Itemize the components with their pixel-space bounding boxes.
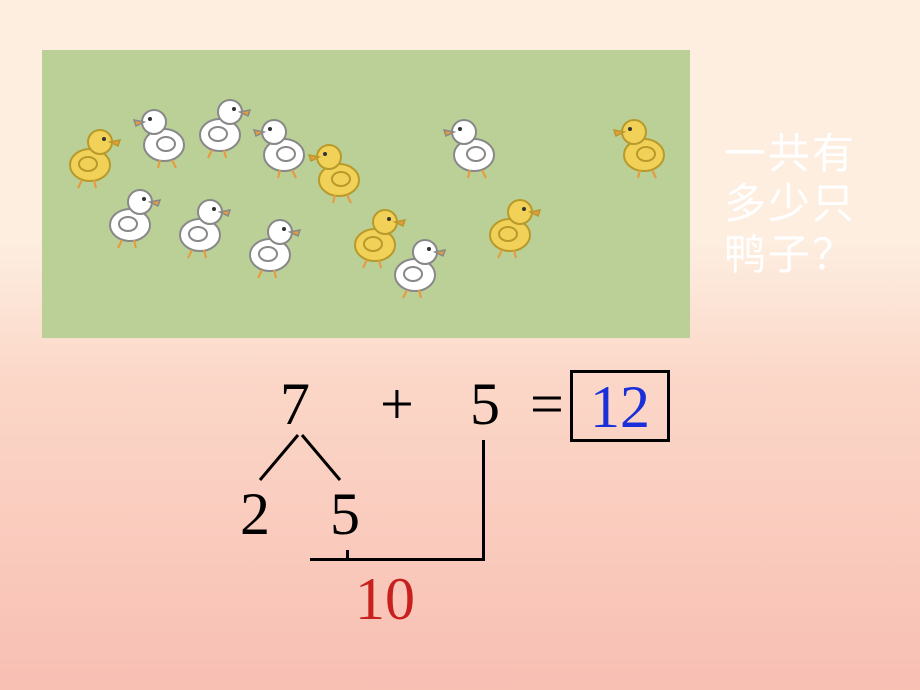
result: 12 — [590, 374, 650, 440]
split-right: 5 — [330, 480, 360, 549]
bracket-right-vert — [482, 440, 485, 560]
white-duck-icon — [387, 230, 447, 300]
operand-1: 7 — [280, 370, 310, 439]
operand-2: 5 — [470, 370, 500, 439]
yellow-duck-icon — [612, 110, 672, 180]
make-ten: 10 — [355, 565, 415, 634]
yellow-duck-icon — [307, 135, 367, 205]
duck-illustration — [42, 50, 690, 338]
white-duck-icon — [242, 210, 302, 280]
question-line: 一共有 — [724, 130, 856, 180]
white-duck-icon — [132, 100, 192, 170]
question-line: 多少只 — [724, 180, 856, 230]
bracket-horiz — [310, 558, 485, 561]
split-left: 2 — [240, 480, 270, 549]
white-duck-icon — [192, 90, 252, 160]
white-duck-icon — [102, 180, 162, 250]
white-duck-icon — [252, 110, 312, 180]
operator-plus: + — [380, 370, 414, 439]
white-duck-icon — [442, 110, 502, 180]
equation-diagram: 7 + 5 = 12 2 5 10 — [270, 370, 690, 630]
yellow-duck-icon — [482, 190, 542, 260]
white-duck-icon — [172, 190, 232, 260]
question-line: 鸭子？ — [724, 231, 856, 281]
answer-box: 12 — [570, 370, 670, 442]
question-text: 一共有 多少只 鸭子？ — [724, 130, 856, 281]
equals-sign: = — [530, 370, 564, 439]
